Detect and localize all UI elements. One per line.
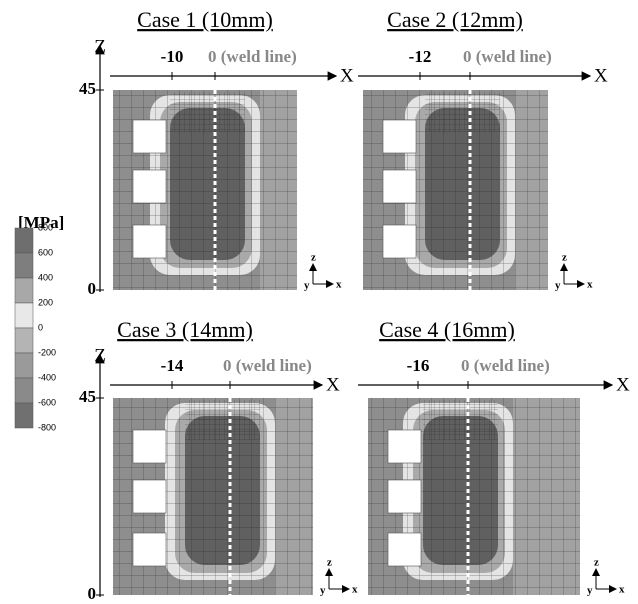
triad-label: y (304, 280, 310, 292)
legend-swatch (14, 327, 34, 354)
hole (382, 169, 417, 204)
z-axis-label: Z (94, 345, 106, 366)
fine-mesh (185, 400, 260, 440)
z-bottom: 0 (88, 279, 97, 298)
edge-label: -16 (407, 356, 430, 375)
edge-label: -14 (161, 356, 184, 375)
hole (387, 429, 422, 464)
panel-title: Case 4 (16mm) (379, 317, 515, 342)
hole (132, 119, 167, 154)
legend-swatch (14, 227, 34, 254)
hole (132, 224, 167, 259)
legend-label: 200 (38, 297, 53, 307)
fine-mesh (425, 92, 500, 132)
z-top: 45 (79, 79, 96, 98)
hole (132, 532, 167, 567)
legend-label: 0 (38, 322, 43, 332)
triad-label: y (587, 585, 593, 597)
x-axis-label: X (594, 65, 608, 86)
triad-label: z (562, 252, 567, 264)
x-axis-label: X (340, 65, 354, 86)
legend-label: -800 (38, 422, 56, 432)
x-axis-label: X (326, 374, 340, 395)
triad-label: x (587, 279, 593, 291)
hole (132, 169, 167, 204)
legend-swatch (14, 377, 34, 404)
weld-label: 0 (weld line) (223, 356, 312, 375)
triad-label: x (336, 279, 342, 291)
legend-label: -200 (38, 347, 56, 357)
hole (387, 479, 422, 514)
hole (387, 532, 422, 567)
legend-label: -600 (38, 397, 56, 407)
weld-label: 0 (weld line) (463, 47, 552, 66)
fine-mesh (170, 92, 245, 132)
x-axis-label: X (616, 374, 630, 395)
triad-label: z (594, 557, 599, 569)
hole (382, 119, 417, 154)
fine-mesh (423, 400, 498, 440)
triad-label: x (352, 584, 358, 596)
legend-label: 800 (38, 222, 53, 232)
hole (382, 224, 417, 259)
weld-label: 0 (weld line) (208, 47, 297, 66)
legend-unit: [MPa] (18, 213, 64, 232)
legend-label: 600 (38, 247, 53, 257)
legend-label: -400 (38, 372, 56, 382)
triad-label: y (555, 280, 561, 292)
legend-swatch (14, 352, 34, 379)
panel-title: Case 2 (12mm) (387, 7, 523, 32)
panel-title: Case 3 (14mm) (117, 317, 253, 342)
legend-swatch (14, 402, 34, 429)
edge-label: -10 (161, 47, 184, 66)
legend-swatch (14, 277, 34, 304)
z-axis-label: Z (94, 36, 106, 57)
panel-title: Case 1 (10mm) (137, 7, 273, 32)
hole (132, 479, 167, 514)
z-top: 45 (79, 387, 96, 406)
weld-label: 0 (weld line) (461, 356, 550, 375)
legend-swatch (14, 252, 34, 279)
triad-label: x (619, 584, 625, 596)
legend-swatch (14, 302, 34, 329)
triad-label: z (311, 252, 316, 264)
hole (132, 429, 167, 464)
triad-label: z (327, 557, 332, 569)
edge-label: -12 (409, 47, 432, 66)
triad-label: y (320, 585, 326, 597)
z-bottom: 0 (88, 584, 97, 603)
legend-label: 400 (38, 272, 53, 282)
